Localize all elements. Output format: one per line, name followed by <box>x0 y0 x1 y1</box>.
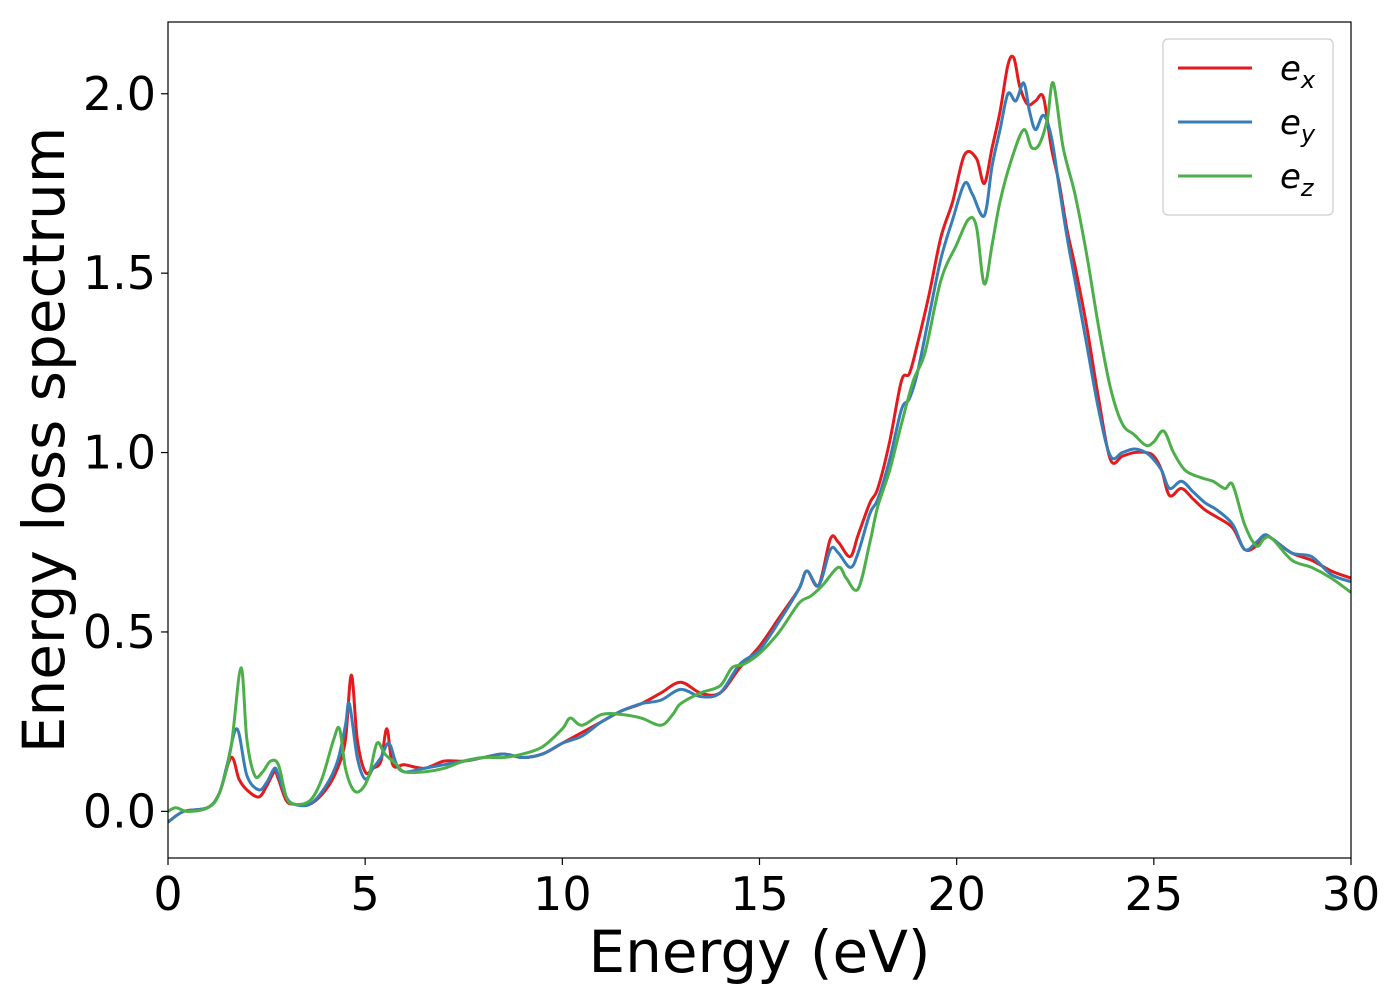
legend-label-z: ez <box>1280 157 1315 202</box>
x-tick-label: 0 <box>153 867 182 921</box>
x-axis-label: Energy (eV) <box>588 918 930 986</box>
x-tick-label: 10 <box>533 867 592 921</box>
ticks-layer: 0 5 10 15 20 25 30 0.0 0.5 1.0 1.5 2.0 <box>83 67 1380 921</box>
series-layer <box>168 54 1351 824</box>
legend-box <box>1162 38 1334 216</box>
y-tick-label: 0.5 <box>83 605 156 659</box>
y-tick-label: 1.5 <box>83 246 156 300</box>
series-line-z <box>168 81 1351 813</box>
y-tick-label: 1.0 <box>83 426 156 480</box>
legend: ex ey ez <box>1162 38 1334 216</box>
y-axis-label: Energy loss spectrum <box>10 127 78 753</box>
y-tick-label: 0.0 <box>83 784 156 838</box>
x-tick-label: 20 <box>927 867 986 921</box>
legend-label-y: ey <box>1280 103 1316 148</box>
x-tick-label: 25 <box>1125 867 1184 921</box>
series-line-y <box>168 81 1351 824</box>
x-tick-label: 15 <box>730 867 789 921</box>
legend-label-x: ex <box>1280 49 1316 94</box>
y-tick-label: 2.0 <box>83 67 156 121</box>
x-tick-label: 5 <box>351 867 380 921</box>
x-tick-label: 30 <box>1322 867 1381 921</box>
